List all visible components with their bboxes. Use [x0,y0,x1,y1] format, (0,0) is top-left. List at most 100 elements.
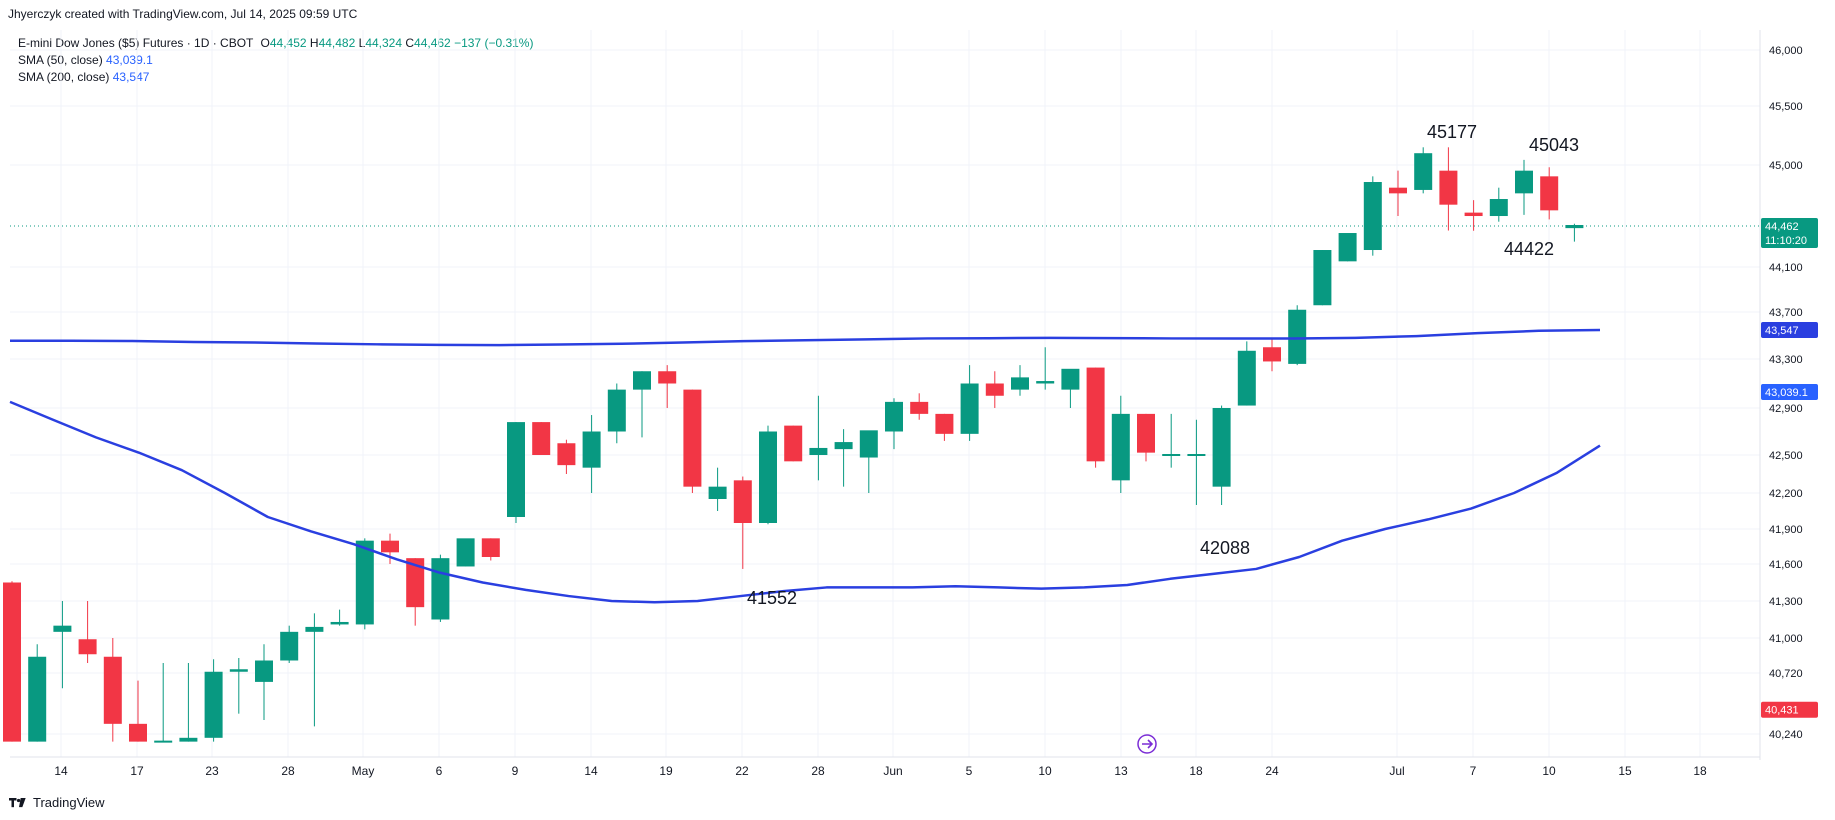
candle-body [1565,225,1584,229]
time-axis-label: 28 [811,764,825,778]
sma50-line [9,400,1601,604]
candle-body [1414,153,1433,190]
price-tag-box [1761,218,1818,248]
candle-body [1489,199,1508,217]
price-axis-label: 41,600 [1769,559,1803,571]
candle-body [1237,350,1256,406]
candle-down [733,476,752,569]
symbol-name[interactable]: E-mini Dow Jones ($5) Futures · 1D · CBO… [18,36,254,50]
candle-body [1263,347,1281,362]
candle-body [280,631,299,661]
price-annotation: 41552 [747,588,797,608]
price-axis-label: 42,500 [1769,450,1803,462]
price-tag-text: 43,547 [1765,325,1799,337]
candle-body [330,621,349,625]
candle-body [1086,367,1105,462]
candle-body [229,669,248,672]
brand-name: TradingView [33,795,105,810]
candle-up [834,429,853,487]
candlestick-chart[interactable]: 45177 45043 44422 41552 42088 40,240 40,720 41… [0,0,1835,790]
candle-up [633,371,651,438]
candle-body [28,656,47,742]
candle-body [154,740,173,743]
footer-branding[interactable]: TradingView [9,795,105,810]
candle-body [1515,170,1533,194]
candle-up [1036,347,1055,390]
candle-up [1237,341,1256,406]
candle-body [607,389,626,432]
candle-body [985,383,1004,396]
candle-down [103,638,122,742]
candle-down [78,601,97,663]
candle-body [1338,233,1357,262]
candle-body [507,422,525,517]
sma200-tag: 43,547 [1761,321,1818,338]
candle-body [633,371,651,390]
candle-up [1187,419,1206,505]
candle-down [1137,413,1155,462]
price-tag-text: 44,462 [1765,221,1799,233]
candle-down [3,581,21,742]
candle-down [683,389,702,493]
candle-up [1111,395,1130,493]
price-axis-label: 40,720 [1769,668,1803,680]
candle-down [406,558,425,626]
time-axis-label: 18 [1693,764,1707,778]
candle-up [1061,368,1080,408]
candle-down [784,425,803,462]
candle-down [1263,337,1281,372]
candle-body [1187,454,1206,456]
candle-body [960,383,979,434]
candle-body [910,401,929,414]
sma50-row[interactable]: SMA (50, close) 43,039.1 [18,52,533,69]
moving-averages [9,328,1601,604]
price-annotation: 45043 [1529,135,1579,155]
candle-down [935,413,954,441]
candle-body [78,639,97,655]
low-label: L [358,36,366,50]
time-axis[interactable]: 14 17 23 28 May 6 9 14 19 22 28 Jun 5 10 13 18 24 Jul 7 10 1… [54,764,1707,778]
candle-up [355,538,374,630]
candle-up [154,663,173,743]
price-tag-text: 40,431 [1765,705,1799,717]
sma200-row[interactable]: SMA (200, close) 43,547 [18,69,533,86]
candle-up [607,383,626,444]
price-axis[interactable]: 40,240 40,720 41,000 41,300 41,600 41,900 42,2… [1769,45,1803,741]
high-value: 44,482 [318,36,356,50]
time-axis-label: 7 [1470,764,1477,778]
price-axis-label: 42,200 [1769,488,1803,500]
candle-down [532,422,551,455]
candle-down [557,439,576,474]
candle-body [532,422,551,455]
candle-up [859,430,878,493]
candle-down [129,680,147,742]
candle-body [809,447,828,455]
candle-body [406,558,425,608]
candle-body [179,737,198,742]
chart-legend: E-mini Dow Jones ($5) Futures · 1D · CBO… [18,35,533,86]
candle-down [1464,200,1483,231]
sma50-tag: 43,039.1 [1761,384,1818,400]
low-price-tag: 40,431 [1761,701,1818,718]
price-axis-label: 44,100 [1769,262,1803,274]
candle-body [53,625,72,632]
candle-up [330,609,349,626]
jump-to-realtime-icon[interactable] [1137,734,1157,754]
candle-body [859,430,878,458]
candle-body [733,480,752,523]
time-axis-label: 14 [54,764,68,778]
price-tags: 44,462 11:10:20 43,547 43,039.1 40,431 [1761,218,1818,718]
candle-body [456,538,475,567]
candle-body [557,443,576,466]
candle-body [431,558,450,620]
candle-up [507,422,525,523]
price-axis-label: 46,000 [1769,45,1803,57]
time-axis-label: 23 [205,764,219,778]
candle-body [103,656,122,724]
candles [3,147,1584,743]
candle-body [1288,309,1307,364]
candle-up [1313,250,1332,306]
sma200-line [10,328,1601,347]
sma50-label: SMA (50, close) [18,53,103,67]
candle-body [3,582,21,742]
